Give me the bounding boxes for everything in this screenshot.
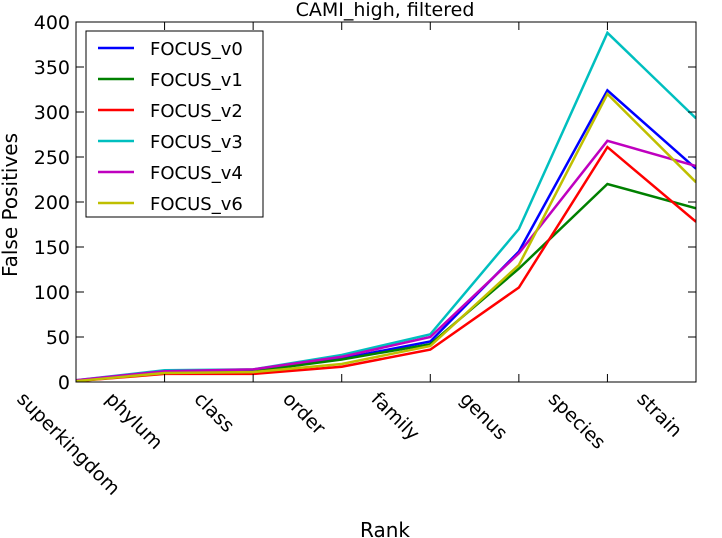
legend-box: [85, 30, 264, 218]
y-axis-label: False Positives: [0, 133, 22, 277]
x-tick-label: order: [278, 388, 330, 440]
x-tick-label: phylum: [101, 388, 167, 454]
legend-label: FOCUS_v1: [150, 70, 243, 91]
x-tick-label: family: [367, 388, 424, 445]
legend-label: FOCUS_v4: [150, 163, 243, 184]
legend-label: FOCUS_v3: [150, 132, 243, 153]
legend-label: FOCUS_v0: [150, 39, 243, 60]
series-line-focus-v4: [76, 139, 696, 382]
y-tick-label: 50: [46, 327, 70, 349]
legend: FOCUS_v0 FOCUS_v1 FOCUS_v2 FOCUS_v3 FOCUS_v4…: [85, 30, 264, 218]
y-tick-label: 300: [34, 102, 70, 124]
y-tick-label: 350: [34, 57, 70, 79]
x-axis-label: Rank: [360, 518, 410, 538]
y-tick-label: 150: [34, 237, 70, 259]
legend-label: FOCUS_v2: [150, 101, 243, 122]
y-tick-label: 400: [34, 12, 70, 34]
y-tick-label: 200: [34, 192, 70, 214]
legend-label: FOCUS_v6: [150, 194, 243, 215]
series-lines: [76, 30, 696, 382]
x-tick-label: genus: [455, 388, 511, 444]
x-tick-label: species: [544, 388, 610, 454]
x-tick-label: strain: [632, 388, 686, 442]
chart-title: CAMI_high, filtered: [296, 0, 475, 21]
y-tick-label: 250: [34, 147, 70, 169]
y-tick-label: 0: [58, 372, 70, 394]
x-tick-label: class: [190, 388, 239, 437]
y-tick-label: 100: [34, 282, 70, 304]
series-line-focus-v6: [76, 91, 696, 382]
